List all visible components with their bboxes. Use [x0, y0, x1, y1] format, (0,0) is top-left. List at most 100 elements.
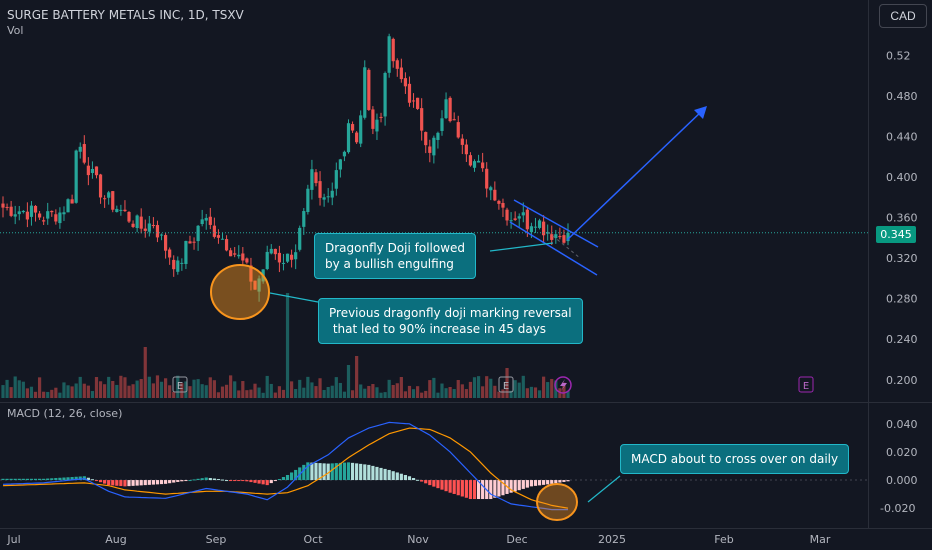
candle-body	[172, 259, 176, 270]
macd-tick-label: 0.020	[886, 446, 918, 459]
macd-histogram-bar	[436, 480, 440, 489]
volume-bar	[151, 383, 155, 398]
candle-body	[375, 119, 379, 132]
volume-bar	[509, 390, 513, 398]
candle-body	[74, 150, 78, 203]
candle-body	[204, 217, 208, 221]
candle-body	[359, 115, 363, 144]
price-tick-label: 0.360	[886, 212, 918, 225]
macd-histogram-bar	[481, 480, 485, 500]
candle-body	[533, 226, 538, 228]
volume-bar	[464, 389, 468, 398]
macd-histogram-bar	[310, 462, 314, 481]
volume-bar	[237, 390, 241, 398]
volume-bar	[176, 375, 180, 398]
candle-body	[269, 248, 273, 254]
volume-bar	[46, 391, 50, 398]
macd-histogram-bar	[525, 480, 529, 488]
volume-bar	[294, 389, 298, 398]
candle-body	[176, 260, 180, 272]
candle-body	[184, 240, 188, 264]
time-tick-label: Jul	[6, 533, 20, 546]
lightning-bolt	[560, 379, 567, 391]
candle-body	[82, 144, 86, 163]
candle-body	[33, 205, 38, 213]
candle-body	[273, 248, 277, 255]
candle-body	[497, 200, 501, 204]
macd-label[interactable]: MACD (12, 26, close)	[7, 407, 123, 420]
macd-histogram-bar	[383, 468, 387, 481]
macd-histogram-bar	[257, 480, 261, 484]
callout-dragonfly-doji[interactable]: Dragonfly Doji followed by a bullish eng…	[314, 233, 477, 279]
macd-histogram-bar	[159, 480, 164, 485]
volume-bar	[115, 384, 119, 398]
candle-body	[379, 116, 383, 118]
volume-bar	[302, 387, 306, 398]
macd-histogram-bar	[529, 480, 534, 487]
volume-bar	[70, 386, 74, 398]
volume-bar	[17, 380, 21, 398]
time-tick-label: Nov	[407, 533, 429, 546]
volume-bar	[428, 380, 432, 398]
macd-histogram-bar	[5, 478, 9, 481]
candle-body	[208, 216, 212, 225]
time-tick-label: Sep	[206, 533, 227, 546]
volume-bar	[253, 383, 257, 398]
projection-arrowhead	[694, 106, 707, 119]
volume-bar	[241, 381, 245, 398]
macd-histogram-bar	[17, 478, 21, 481]
macd-histogram-bar	[233, 480, 237, 482]
volume-bar	[119, 375, 123, 398]
volume-bar	[66, 385, 70, 398]
macd-histogram-bar	[501, 480, 505, 496]
macd-histogram-bar	[107, 480, 111, 486]
volume-bar	[395, 383, 399, 398]
macd-histogram-bar	[550, 480, 554, 484]
candle-body	[338, 159, 342, 170]
macd-histogram-bar	[131, 480, 135, 486]
macd-histogram-bar	[9, 478, 13, 481]
candle-body	[9, 206, 13, 216]
channel-lower-line	[509, 221, 598, 276]
macd-histogram-bar	[558, 480, 562, 483]
volume-bar	[562, 382, 566, 398]
time-tick-label: Aug	[105, 533, 126, 546]
volume-bar	[310, 382, 314, 398]
candle-body	[346, 123, 351, 153]
volume-bar	[277, 386, 282, 398]
candle-body	[367, 69, 371, 110]
candle-body	[326, 196, 330, 198]
volume-bar	[184, 381, 188, 398]
currency-button[interactable]: CAD	[879, 4, 927, 28]
volume-bar	[497, 391, 501, 398]
macd-histogram-bar	[367, 464, 371, 481]
candle-body	[562, 235, 566, 243]
candle-body	[277, 252, 282, 263]
callout-macd-cross[interactable]: MACD about to cross over on daily	[620, 444, 850, 474]
volume-bar	[143, 347, 147, 398]
volume-bar	[452, 389, 456, 398]
macd-histogram-bar	[245, 480, 249, 482]
volume-bar	[90, 391, 95, 398]
volume-bar	[168, 385, 172, 398]
volume-bar	[204, 385, 208, 398]
macd-histogram-bar	[139, 480, 143, 486]
volume-bar	[355, 356, 359, 398]
candle-body	[407, 83, 412, 103]
symbol-title[interactable]: SURGE BATTERY METALS INC, 1D, TSXV	[7, 8, 244, 22]
macd-histogram-bar	[143, 480, 147, 486]
volume-bar	[233, 381, 237, 398]
candle-body	[78, 146, 82, 152]
candle-body	[115, 208, 119, 213]
candle-body	[424, 132, 428, 146]
candle-body	[513, 218, 517, 220]
callout-previous-doji[interactable]: Previous dragonfly doji marking reversal…	[318, 298, 583, 344]
macd-histogram-bar	[432, 480, 436, 487]
volume-bar	[391, 384, 395, 398]
volume-bar	[94, 377, 99, 398]
volume-bar	[216, 392, 221, 398]
candle-body	[411, 100, 416, 102]
candle-body	[383, 72, 387, 117]
candle-body	[509, 220, 513, 222]
